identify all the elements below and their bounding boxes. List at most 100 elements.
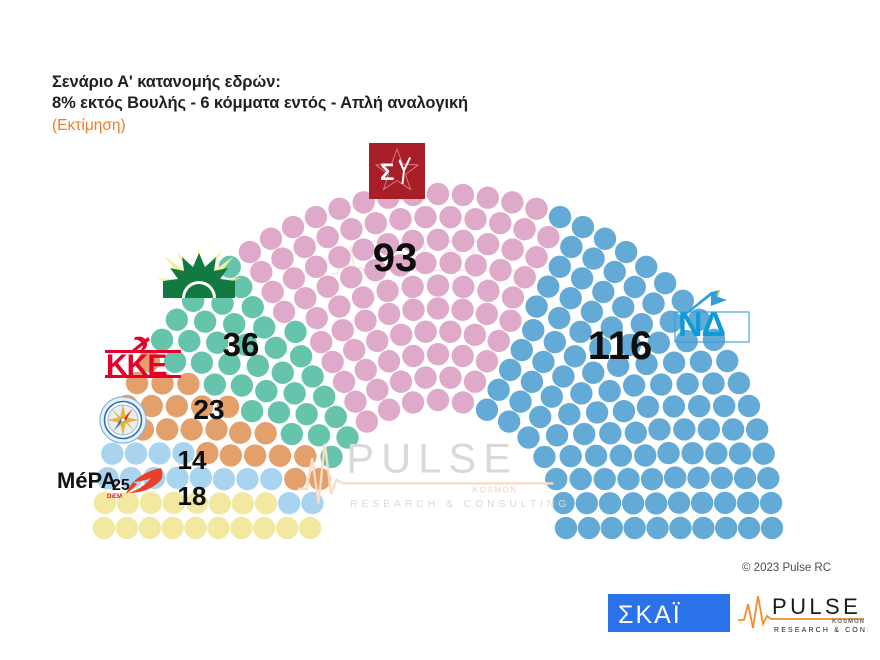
parliament-seat [207,516,230,540]
parliament-seat [426,388,450,412]
elliniki-lysi-compass-logo [99,396,147,444]
parliament-seat [178,329,201,353]
parliament-seat [648,418,671,441]
parliament-seat [532,350,555,374]
parliament-seat [277,491,301,515]
parliament-seat [163,350,187,373]
parliament-seat [517,426,540,449]
parliament-seat [203,373,226,396]
parliament-seat [294,444,317,468]
parliament-seat [642,292,665,315]
parliament-seat [355,410,379,433]
parliament-seat [477,279,500,303]
parliament-seat [402,298,425,322]
parliament-seat [439,320,462,343]
parliament-seat [250,260,273,284]
parliament-seat [681,442,704,465]
parliament-seat [622,374,646,397]
parliament-seat [354,358,378,382]
parliament-seat [366,329,389,353]
title-subtitle: (Εκτίμηση) [52,116,126,134]
parliament-seat [487,378,510,402]
parliament-seat [284,467,307,491]
parliament-seat [759,491,783,515]
parliament-seat [752,442,775,465]
parliament-seat [336,426,359,449]
parliament-seat [293,235,316,259]
parliament-seat [426,228,450,251]
parliament-seat [389,370,413,393]
seat-count-kke: 23 [193,394,225,425]
seat-count-pasok: 36 [222,326,260,363]
parliament-seat [501,286,525,309]
parliament-seat [301,491,324,515]
parliament-seat [618,333,642,357]
parliament-seat [600,316,623,339]
parliament-seat [575,491,599,515]
parliament-seat [193,310,217,333]
parliament-seat [240,399,264,423]
parliament-seat [264,336,287,360]
parliament-seat [234,333,258,357]
parliament-seat [733,466,757,490]
parliament-seat [309,330,333,354]
parliament-seat [255,379,278,403]
parliament-seat [223,313,246,336]
parliament-seat [377,398,401,421]
parliament-seat [582,361,605,384]
parliament-seat [548,205,572,229]
parliament-seat [140,394,163,418]
parliament-seat [584,444,608,468]
parliament-seat [702,328,726,352]
parliament-seat [635,352,658,376]
parliament-seat [150,328,174,352]
parliament-seat [389,254,412,277]
svg-text:ΣΚΑΪ: ΣΚΑΪ [618,601,682,629]
parliament-seat [451,344,474,368]
parliament-seat [254,422,277,445]
parliament-seat [246,354,270,377]
parliament-seat [366,378,389,402]
parliament-seat [554,516,578,540]
parliament-seat [307,424,331,447]
parliament-seat [606,354,630,377]
parliament-seat [376,232,400,256]
parliament-seat [476,232,500,256]
parliament-seat [558,403,581,426]
parliament-seat [640,467,664,491]
parliament-seat [119,466,143,490]
parliament-seat [702,372,725,395]
parliament-seat [238,240,262,264]
parliament-seat [715,516,738,540]
parliament-seat [377,350,401,373]
parliament-seat [630,313,653,336]
parliament-seat [148,442,171,465]
svg-text:KOSMON: KOSMON [832,619,865,625]
parliament-seat [376,279,399,303]
parliament-seat [165,308,189,331]
parliament-seat [687,308,711,331]
parliament-seat [653,271,677,295]
parliament-seat [663,466,687,489]
parliament-seat [589,336,612,360]
parliament-seat [241,296,264,319]
svg-text:DiEM: DiEM [107,494,122,500]
parliament-seat [139,491,163,515]
parliament-seat [414,320,437,343]
parliament-seat [313,385,336,408]
parliament-seat [705,442,728,465]
parliament-seat [451,183,475,207]
parliament-seat [208,492,232,515]
parliament-seat [475,350,499,373]
parliament-seat [332,370,356,394]
parliament-seat [230,516,253,540]
parliament-seat [328,245,351,269]
parliament-seat [236,467,259,491]
parliament-seat [280,422,304,446]
parliament-seat [115,516,139,540]
parliament-seat [497,410,521,433]
mera25-logo: MéPA 25 DiEM [57,462,165,504]
parliament-seat [580,300,604,324]
parliament-seat [647,331,670,354]
